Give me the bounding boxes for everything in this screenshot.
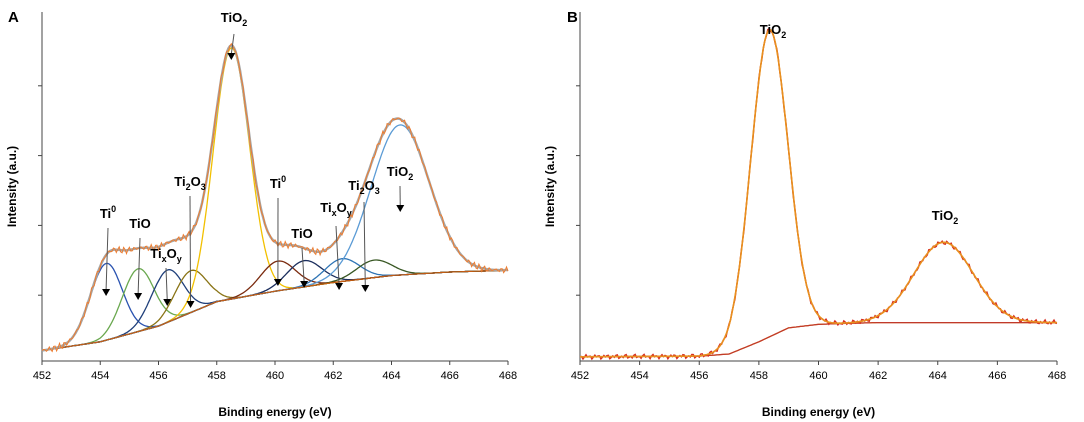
panel-label: A bbox=[8, 9, 19, 26]
annotation-arrowhead bbox=[227, 53, 236, 60]
peak-annotation: Ti2O3 bbox=[174, 174, 205, 192]
annotation-arrowhead bbox=[396, 205, 405, 212]
component-peak-TiO2 bbox=[580, 29, 1057, 358]
x-tick-label: 452 bbox=[33, 370, 51, 382]
peak-annotation: Ti0 bbox=[100, 204, 116, 221]
annotation-arrowhead bbox=[335, 283, 344, 290]
annotation-arrow-line bbox=[137, 237, 141, 295]
peak-annotation: Ti2O3 bbox=[348, 178, 379, 196]
component-peak-TiO2 bbox=[580, 241, 1058, 358]
peak-annotation: TiO2 bbox=[221, 10, 247, 28]
component-peak-TiO2 bbox=[41, 47, 508, 352]
x-tick-label: 454 bbox=[630, 370, 648, 382]
peak-annotation: TiO2 bbox=[932, 208, 958, 226]
x-axis-label: Binding energy (eV) bbox=[762, 405, 875, 419]
peak-annotation: TiO bbox=[129, 216, 150, 231]
fitted-envelope-line bbox=[580, 28, 1058, 358]
measured-spectrum-line bbox=[41, 42, 509, 353]
y-axis-label: Intensity (a.u.) bbox=[5, 146, 19, 227]
component-peak-TiO bbox=[41, 259, 508, 352]
panel-label: B bbox=[567, 9, 578, 26]
x-tick-label: 466 bbox=[988, 370, 1006, 382]
annotation-arrowhead bbox=[300, 281, 309, 288]
peak-annotation: TixOy bbox=[320, 200, 351, 218]
x-tick-label: 460 bbox=[809, 370, 827, 382]
x-tick-label: 456 bbox=[690, 370, 708, 382]
x-tick-label: 458 bbox=[208, 370, 226, 382]
annotation-arrow-line bbox=[105, 227, 109, 291]
annotation-arrowhead bbox=[134, 293, 143, 300]
annotation-arrowhead bbox=[163, 299, 172, 306]
annotation-arrow-line bbox=[301, 247, 305, 283]
annotation-arrowhead bbox=[273, 279, 282, 286]
x-tick-label: 452 bbox=[571, 370, 589, 382]
x-tick-label: 462 bbox=[869, 370, 887, 382]
peak-annotation: TixOy bbox=[150, 246, 181, 264]
peak-annotation: TiO2 bbox=[387, 164, 413, 182]
x-tick-label: 458 bbox=[750, 370, 768, 382]
background-line bbox=[580, 322, 1057, 358]
chart-panel-B: 452 454 456 458 460 462 464 466 468 Binding energ… bbox=[543, 9, 1066, 419]
x-tick-label: 466 bbox=[441, 370, 459, 382]
x-axis-label: Binding energy (eV) bbox=[218, 405, 331, 419]
x-tick-label: 468 bbox=[1048, 370, 1066, 382]
component-peak-Ti0 bbox=[41, 260, 508, 352]
peak-annotation: TiO2 bbox=[760, 22, 786, 40]
peak-annotation: Ti0 bbox=[270, 174, 286, 191]
annotation-arrow-line bbox=[189, 195, 192, 303]
x-tick-label: 464 bbox=[382, 370, 400, 382]
x-tick-label: 468 bbox=[499, 370, 517, 382]
background-line bbox=[41, 269, 508, 352]
annotation-arrow-line bbox=[165, 267, 168, 301]
envelope-line bbox=[41, 43, 508, 352]
y-axis-label: Intensity (a.u.) bbox=[543, 146, 557, 227]
chart-panel-A: 452 454 456 458 460 462 464 466 468 Binding energ… bbox=[5, 9, 517, 419]
annotation-arrow-line bbox=[230, 33, 235, 55]
x-tick-label: 454 bbox=[91, 370, 109, 382]
annotation-arrow-line bbox=[335, 225, 340, 285]
x-tick-label: 456 bbox=[149, 370, 167, 382]
annotation-arrowhead bbox=[361, 285, 370, 292]
component-peak-Ti2O3 bbox=[41, 259, 508, 352]
annotation-arrow-line bbox=[363, 201, 366, 287]
x-tick-label: 462 bbox=[324, 370, 342, 382]
annotation-arrowhead bbox=[102, 289, 111, 296]
peak-annotation: TiO bbox=[291, 226, 312, 241]
measured-spectrum-line bbox=[579, 27, 1058, 361]
x-tick-label: 464 bbox=[929, 370, 947, 382]
component-peak-TiO2 bbox=[41, 124, 508, 352]
annotation-arrowhead bbox=[186, 301, 195, 308]
x-tick-label: 460 bbox=[266, 370, 284, 382]
